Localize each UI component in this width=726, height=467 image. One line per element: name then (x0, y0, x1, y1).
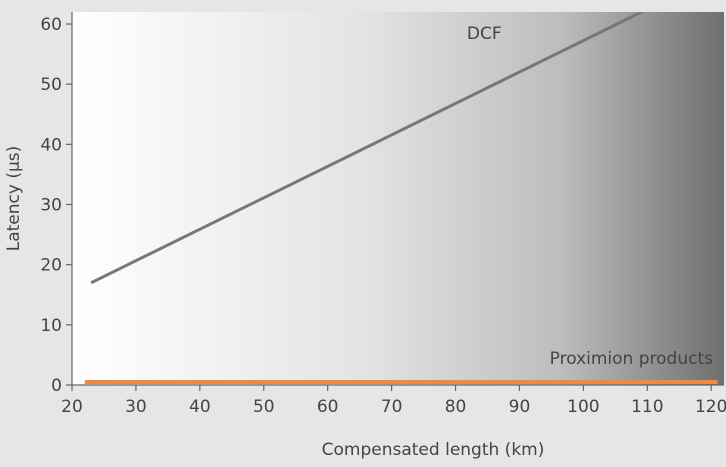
x-tick-label: 110 (631, 397, 663, 417)
x-tick-label: 100 (567, 397, 599, 417)
x-tick-label: 30 (125, 397, 147, 417)
x-tick-label: 50 (253, 397, 275, 417)
y-tick-label: 40 (40, 135, 62, 155)
x-axis-title: Compensated length (km) (322, 440, 545, 460)
x-tick-label: 40 (189, 397, 211, 417)
y-axis-title: Latency (µs) (4, 146, 24, 252)
y-tick-label: 10 (40, 316, 62, 336)
plot-background (72, 12, 724, 385)
x-tick-label: 60 (317, 397, 339, 417)
y-tick-label: 60 (40, 15, 62, 35)
x-tick-label: 70 (381, 397, 403, 417)
series-label-proximion-products: Proximion products (550, 349, 713, 369)
series-line-dcf (90, 12, 645, 285)
y-tick-label: 0 (51, 376, 62, 396)
y-tick-label: 50 (40, 75, 62, 95)
x-tick-label: 80 (445, 397, 467, 417)
y-tick-label: 20 (40, 256, 62, 276)
y-tick-label: 30 (40, 196, 62, 216)
series-label-dcf: DCF (467, 24, 502, 44)
x-tick-label: 90 (509, 397, 531, 417)
x-tick-label: 120 (695, 397, 726, 417)
x-tick-label: 20 (61, 397, 83, 417)
